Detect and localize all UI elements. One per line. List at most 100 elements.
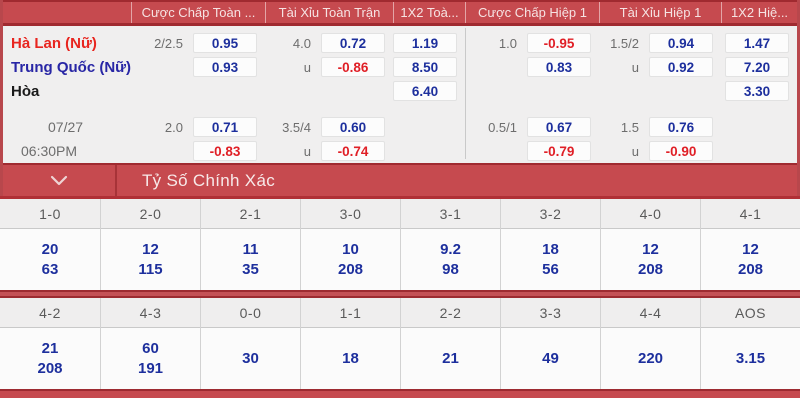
score-column: 4-1 12 208 bbox=[700, 199, 800, 290]
score-odds: 12 bbox=[142, 241, 159, 258]
score-cell[interactable]: 60 191 bbox=[101, 328, 200, 389]
odds-button[interactable]: 1.47 bbox=[725, 33, 789, 53]
score-cell[interactable]: 12 208 bbox=[701, 229, 800, 290]
column-header-1x2-h1: 1X2 Hiệ... bbox=[721, 2, 797, 23]
handicap-line: 2/2.5 bbox=[154, 35, 183, 51]
half-divider bbox=[465, 28, 466, 159]
odds-button[interactable]: -0.74 bbox=[321, 141, 385, 161]
score-odds: 60 bbox=[142, 340, 159, 357]
score-cell[interactable]: 3.15 bbox=[701, 328, 800, 389]
column-header-1x2-full: 1X2 Toà... bbox=[393, 2, 465, 23]
score-header: AOS bbox=[701, 298, 800, 328]
score-odds: 18 bbox=[342, 350, 359, 367]
score-cell[interactable]: 21 bbox=[401, 328, 500, 389]
score-odds: 35 bbox=[242, 261, 259, 278]
score-cell[interactable]: 9.2 98 bbox=[401, 229, 500, 290]
score-header: 2-0 bbox=[101, 199, 200, 229]
score-cell[interactable]: 220 bbox=[601, 328, 700, 389]
score-header: 3-0 bbox=[301, 199, 400, 229]
odds-button[interactable]: 0.67 bbox=[527, 117, 591, 137]
score-cell[interactable]: 10 208 bbox=[301, 229, 400, 290]
market-header-row: Cược Chấp Toàn ... Tài Xỉu Toàn Trận 1X2… bbox=[3, 0, 797, 26]
overunder-line: 1.5/2 bbox=[610, 35, 639, 51]
odds-button[interactable]: -0.79 bbox=[527, 141, 591, 161]
score-cell[interactable]: 11 35 bbox=[201, 229, 300, 290]
score-odds: 208 bbox=[637, 261, 664, 278]
score-cell[interactable]: 18 56 bbox=[501, 229, 600, 290]
column-header-teams bbox=[3, 2, 131, 23]
score-cell[interactable]: 21 208 bbox=[0, 328, 100, 389]
score-cell[interactable]: 18 bbox=[301, 328, 400, 389]
odds-value: 3.30 bbox=[743, 83, 771, 99]
score-header: 2-2 bbox=[401, 298, 500, 328]
score-cell[interactable]: 12 208 bbox=[601, 229, 700, 290]
score-odds: 63 bbox=[41, 261, 59, 278]
odds-value: 7.20 bbox=[743, 59, 771, 75]
correct-score-grid-1: 1-0 20 63 2-0 12 115 2-1 11 35 3-0 10 2 bbox=[0, 199, 800, 290]
odds-button[interactable]: 0.92 bbox=[649, 57, 713, 77]
odds-button[interactable]: -0.86 bbox=[321, 57, 385, 77]
odds-button[interactable]: -0.90 bbox=[649, 141, 713, 161]
odds-button[interactable]: 0.83 bbox=[527, 57, 591, 77]
score-header: 3-2 bbox=[501, 199, 600, 229]
score-column: 1-1 18 bbox=[300, 298, 400, 389]
odds-button[interactable]: 0.76 bbox=[649, 117, 713, 137]
score-header: 4-0 bbox=[601, 199, 700, 229]
match-time: 06:30PM bbox=[21, 143, 78, 159]
odds-button[interactable]: 0.94 bbox=[649, 33, 713, 53]
odds-button[interactable]: 1.19 bbox=[393, 33, 457, 53]
score-odds: 21 bbox=[442, 350, 459, 367]
score-cell[interactable]: 49 bbox=[501, 328, 600, 389]
overunder-line: u bbox=[303, 143, 311, 159]
odds-row-home: Hà Lan (Nữ) 2/2.5 0.95 4.0 0.72 1.19 1.0… bbox=[3, 31, 797, 55]
score-odds: 115 bbox=[138, 261, 163, 278]
overunder-line: 1.5 bbox=[620, 119, 639, 135]
score-odds: 11 bbox=[242, 241, 259, 258]
odds-button[interactable]: 8.50 bbox=[393, 57, 457, 77]
column-header-overunder-full: Tài Xỉu Toàn Trận bbox=[265, 2, 393, 23]
score-column: 2-1 11 35 bbox=[200, 199, 300, 290]
odds-button[interactable]: -0.83 bbox=[193, 141, 257, 161]
score-header: 1-0 bbox=[0, 199, 100, 229]
odds-button[interactable]: 0.95 bbox=[193, 33, 257, 53]
odds-value: -0.86 bbox=[337, 59, 369, 75]
score-header: 2-1 bbox=[201, 199, 300, 229]
odds-value: 1.19 bbox=[411, 35, 439, 51]
odds-value: 0.67 bbox=[545, 119, 573, 135]
score-column: 0-0 30 bbox=[200, 298, 300, 389]
score-column: 4-4 220 bbox=[600, 298, 700, 389]
score-header: 4-2 bbox=[0, 298, 100, 328]
draw-label: Hòa bbox=[11, 82, 40, 100]
odds-value: -0.74 bbox=[337, 143, 369, 159]
score-odds: 10 bbox=[342, 241, 359, 258]
score-header: 4-1 bbox=[701, 199, 800, 229]
score-cell[interactable]: 12 115 bbox=[101, 229, 200, 290]
odds-button[interactable]: 0.93 bbox=[193, 57, 257, 77]
match-date: 07/27 bbox=[48, 119, 84, 135]
score-column: 1-0 20 63 bbox=[0, 199, 100, 290]
odds-row-schedule-time: 06:30PM -0.83 u -0.74 -0.79 u -0.90 bbox=[3, 139, 797, 163]
odds-value: 0.83 bbox=[545, 59, 573, 75]
odds-value: 0.60 bbox=[339, 119, 367, 135]
odds-button[interactable]: 0.71 bbox=[193, 117, 257, 137]
odds-value: -0.83 bbox=[209, 143, 241, 159]
column-header-overunder-h1: Tài Xỉu Hiệp 1 bbox=[599, 2, 721, 23]
odds-button[interactable]: 6.40 bbox=[393, 81, 457, 101]
overunder-line: 3.5/4 bbox=[282, 119, 311, 135]
odds-button[interactable]: 0.72 bbox=[321, 33, 385, 53]
collapse-toggle[interactable] bbox=[3, 165, 117, 196]
odds-value: -0.90 bbox=[665, 143, 697, 159]
odds-button[interactable]: 3.30 bbox=[725, 81, 789, 101]
score-cell[interactable]: 30 bbox=[201, 328, 300, 389]
score-column: 4-2 21 208 bbox=[0, 298, 100, 389]
score-cell[interactable]: 20 63 bbox=[0, 229, 100, 290]
score-odds: 20 bbox=[41, 241, 59, 258]
score-header: 3-1 bbox=[401, 199, 500, 229]
odds-button[interactable]: -0.95 bbox=[527, 33, 591, 53]
odds-panel: Cược Chấp Toàn ... Tài Xỉu Toàn Trận 1X2… bbox=[0, 0, 800, 196]
odds-button[interactable]: 0.60 bbox=[321, 117, 385, 137]
score-header: 4-4 bbox=[601, 298, 700, 328]
handicap-line: 2.0 bbox=[164, 119, 183, 135]
odds-button[interactable]: 7.20 bbox=[725, 57, 789, 77]
chevron-down-icon bbox=[50, 175, 68, 186]
